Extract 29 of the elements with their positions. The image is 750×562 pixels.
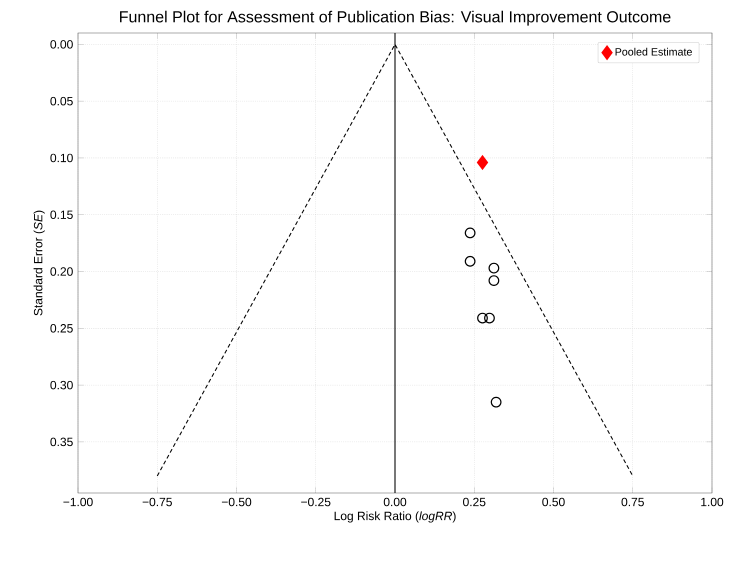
y-axis-title: Standard Error (SE) xyxy=(34,210,45,316)
point xyxy=(477,312,488,324)
point xyxy=(488,262,500,274)
y-tick-label: 0.20 xyxy=(50,267,73,276)
point xyxy=(464,256,476,267)
y-tick-label: 0.05 xyxy=(50,96,73,106)
x-tick-label: 0.50 xyxy=(542,498,565,506)
x-axis-title: Log Risk Ratio (logRR) xyxy=(334,511,456,523)
y-tick-label: 0.25 xyxy=(50,324,73,333)
chart-title: Funnel Plot for Assessment of Publication Bias: Visual Improvement Outcome xyxy=(120,10,670,26)
x-tick-label: −0.25 xyxy=(301,498,330,506)
x-tick-label: −0.75 xyxy=(142,498,172,506)
y-tick-label: 0.10 xyxy=(50,154,73,162)
y-tick-label: 0.00 xyxy=(50,40,73,49)
x-tick-label: 1.00 xyxy=(701,498,724,506)
x-tick-label: −1.00 xyxy=(63,498,93,506)
point xyxy=(488,275,500,286)
x-tick-label: 0.00 xyxy=(384,498,406,506)
point xyxy=(484,312,495,324)
legend-label: Pooled Estimate xyxy=(616,48,692,56)
y-tick-label: 0.30 xyxy=(50,380,73,390)
point xyxy=(476,155,488,170)
x-tick-label: −0.50 xyxy=(222,498,252,506)
y-tick-label: 0.35 xyxy=(50,438,73,446)
point xyxy=(464,228,476,238)
x-tick-label: 0.75 xyxy=(622,498,644,506)
point xyxy=(490,396,502,408)
y-tick-label: 0.15 xyxy=(50,210,73,219)
x-tick-label: 0.25 xyxy=(463,498,486,506)
